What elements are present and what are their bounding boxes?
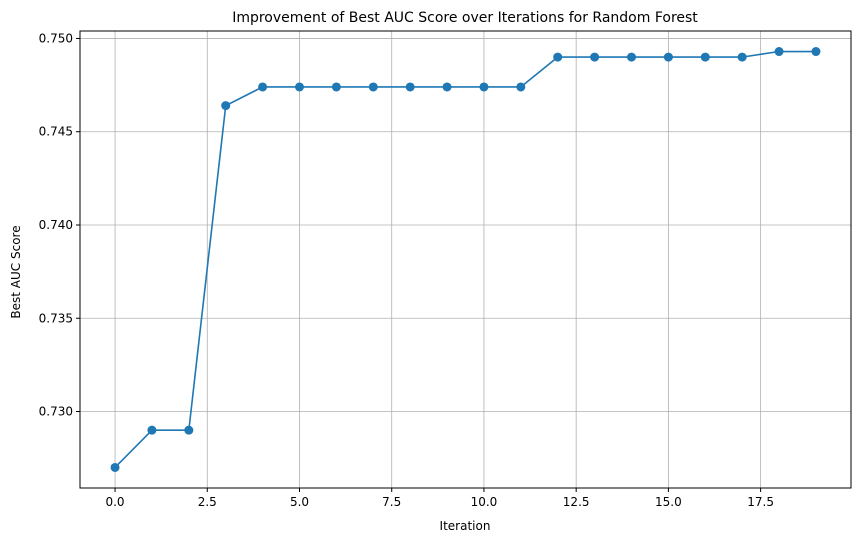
y-tick-label: 0.745	[39, 125, 73, 139]
data-point	[147, 425, 157, 435]
x-tick-label: 15.0	[655, 495, 682, 509]
y-tick-label: 0.730	[39, 405, 73, 419]
x-tick-label: 2.5	[198, 495, 217, 509]
x-tick-label: 10.0	[471, 495, 498, 509]
data-point	[590, 52, 600, 62]
y-tick-label: 0.750	[39, 31, 73, 45]
x-tick-label: 7.5	[382, 495, 401, 509]
data-point	[442, 82, 452, 92]
data-point	[368, 82, 378, 92]
x-axis-title: Iteration	[440, 519, 491, 533]
data-point	[221, 101, 231, 111]
series-marks	[110, 47, 821, 472]
series-line	[114, 50, 816, 469]
chart-title: Improvement of Best AUC Score over Itera…	[232, 10, 698, 26]
axis-ticks: 0.0 2.5 5.0 7.5 10.0 12.5 15.0 17.5 0.730 0.735 0.…	[39, 31, 774, 509]
y-tick-label: 0.735	[39, 311, 73, 325]
x-tick-label: 5.0	[290, 495, 309, 509]
data-point	[405, 82, 415, 92]
x-tick-label: 0.0	[105, 495, 124, 509]
grid	[80, 31, 851, 488]
data-point	[663, 52, 673, 62]
data-point	[258, 82, 268, 92]
data-point	[811, 47, 821, 57]
data-point	[331, 82, 341, 92]
data-point	[737, 52, 747, 62]
data-point	[110, 462, 120, 472]
data-point	[516, 82, 526, 92]
data-point	[553, 52, 563, 62]
data-point	[294, 82, 304, 92]
data-point	[774, 47, 784, 57]
plot-area-frame	[79, 30, 852, 489]
data-point	[479, 82, 489, 92]
y-tick-label: 0.740	[39, 218, 73, 232]
y-axis-title: Best AUC Score	[9, 225, 23, 318]
data-point	[184, 425, 194, 435]
x-tick-label: 17.5	[747, 495, 774, 509]
data-point	[700, 52, 710, 62]
x-tick-label: 12.5	[563, 495, 590, 509]
data-point	[627, 52, 637, 62]
